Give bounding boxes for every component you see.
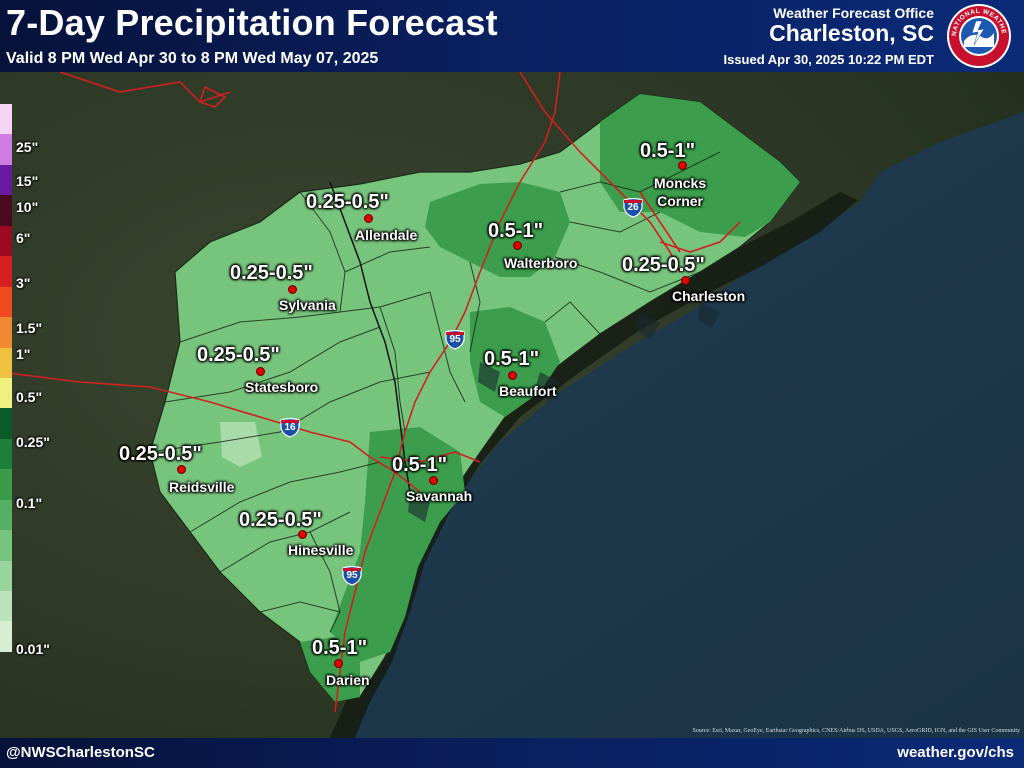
legend-label: 10" xyxy=(16,199,39,216)
interstate-shield-26: 26 xyxy=(622,197,644,218)
amount-statesboro: 0.25-0.5" xyxy=(197,344,280,366)
legend-swatch xyxy=(0,225,12,257)
amount-moncks-corner: 0.5-1" xyxy=(640,140,696,162)
issued-time: Issued Apr 30, 2025 10:22 PM EDT xyxy=(723,52,934,67)
city-label-beaufort: Beaufort xyxy=(499,383,557,399)
legend-label: 15" xyxy=(16,172,39,189)
interstate-shield-icon xyxy=(445,329,465,350)
city-marker-statesboro xyxy=(256,367,265,376)
precip-area-lightest xyxy=(220,422,262,467)
city-marker-walterboro xyxy=(513,241,522,250)
interstate-number: 26 xyxy=(627,202,639,213)
legend-label: 0.1" xyxy=(16,495,43,512)
legend-swatch xyxy=(0,469,12,500)
nws-logo-icon: NATIONAL WEATHER SERVICE xyxy=(946,3,1011,68)
legend-swatch xyxy=(0,317,12,348)
city-marker-darien xyxy=(334,659,343,668)
header-banner: 7-Day Precipitation Forecast Valid 8 PM … xyxy=(0,0,1024,72)
amount-darien: 0.5-1" xyxy=(312,637,368,659)
city-label-savannah: Savannah xyxy=(406,488,473,504)
office-name: Charleston, SC xyxy=(769,20,934,46)
city-marker-hinesville xyxy=(298,530,307,539)
city-label-moncks-corner: Moncks Corner xyxy=(654,175,707,209)
city-label-hinesville: Hinesville xyxy=(288,542,354,558)
precip-area-mid xyxy=(600,94,800,237)
amount-allendale: 0.25-0.5" xyxy=(306,191,389,213)
city-label-walterboro: Walterboro xyxy=(504,255,578,271)
website-link[interactable]: weather.gov/chs xyxy=(897,744,1014,761)
precip-area-mid xyxy=(330,427,465,662)
city-marker-beaufort xyxy=(508,371,517,380)
amount-reidsville: 0.25-0.5" xyxy=(119,443,202,465)
legend-swatch xyxy=(0,256,12,287)
legend-label: 1.5" xyxy=(16,319,43,336)
interstate-number: 95 xyxy=(449,334,461,345)
legend-swatch xyxy=(0,621,12,652)
legend-swatch xyxy=(0,347,12,378)
amount-savannah: 0.5-1" xyxy=(392,454,448,476)
legend-swatch xyxy=(0,530,12,561)
coastal-inlets xyxy=(408,302,720,522)
amount-walterboro: 0.5-1" xyxy=(488,220,544,242)
interstate-shield-95-south: 95 xyxy=(341,565,363,586)
footer-banner: @NWSCharlestonSC weather.gov/chs xyxy=(0,738,1024,768)
legend-label: 1" xyxy=(16,345,31,362)
county-lines xyxy=(149,151,721,633)
legend-label: 3" xyxy=(16,274,31,291)
amount-sylvania: 0.25-0.5" xyxy=(230,262,313,284)
legend-swatch xyxy=(0,104,12,135)
precip-legend xyxy=(0,104,12,652)
precip-area-mid xyxy=(300,637,360,702)
legend-swatch xyxy=(0,164,12,196)
legend-swatch xyxy=(0,591,12,622)
legend-swatch xyxy=(0,560,12,591)
interstate-shield-icon xyxy=(280,417,300,438)
legend-swatch xyxy=(0,134,12,165)
precip-area-light xyxy=(149,93,801,703)
legend-swatch xyxy=(0,438,12,470)
city-label-sylvania: Sylvania xyxy=(279,297,336,313)
city-label-statesboro: Statesboro xyxy=(245,379,319,395)
legend-label: 25" xyxy=(16,138,39,155)
city-label-darien: Darien xyxy=(326,672,370,688)
city-marker-savannah xyxy=(429,476,438,485)
city-label-charleston: Charleston xyxy=(672,288,746,304)
city-marker-charleston xyxy=(681,276,690,285)
legend-label: 0.5" xyxy=(16,388,43,405)
amount-charleston: 0.25-0.5" xyxy=(622,254,705,276)
amount-hinesville: 0.25-0.5" xyxy=(239,509,322,531)
city-label-reidsville: Reidsville xyxy=(169,479,235,495)
state-line xyxy=(329,181,411,493)
interstate-shield-icon xyxy=(623,197,643,218)
valid-period: Valid 8 PM Wed Apr 30 to 8 PM Wed May 07… xyxy=(6,50,379,67)
interstate-number: 16 xyxy=(284,422,296,433)
social-handle: @NWSCharlestonSC xyxy=(6,744,155,761)
amount-beaufort: 0.5-1" xyxy=(484,348,540,370)
legend-swatch xyxy=(0,377,12,409)
interstate-shield-16: 16 xyxy=(279,417,301,438)
legend-swatch xyxy=(0,408,12,439)
interstate-shield-icon xyxy=(342,565,362,586)
legend-label: 6" xyxy=(16,229,31,246)
map-source-credit: Source: Esri, Maxar, GeoEye, Earthstar G… xyxy=(692,728,1020,734)
legend-swatch xyxy=(0,195,12,226)
legend-label: 0.01" xyxy=(16,640,50,657)
city-label-allendale: Allendale xyxy=(355,227,418,243)
legend-swatch xyxy=(0,499,12,531)
legend-swatch xyxy=(0,286,12,318)
city-marker-allendale xyxy=(364,214,373,223)
interstate-shield-95-north: 95 xyxy=(444,329,466,350)
highways xyxy=(0,72,741,713)
city-marker-reidsville xyxy=(177,465,186,474)
office-label: Weather Forecast Office xyxy=(773,5,934,21)
city-marker-sylvania xyxy=(288,285,297,294)
legend-label: 0.25" xyxy=(16,434,50,451)
city-marker-moncks-corner xyxy=(678,161,687,170)
interstate-number: 95 xyxy=(346,570,358,581)
forecast-map xyxy=(0,72,1024,738)
page-title: 7-Day Precipitation Forecast xyxy=(6,2,498,43)
